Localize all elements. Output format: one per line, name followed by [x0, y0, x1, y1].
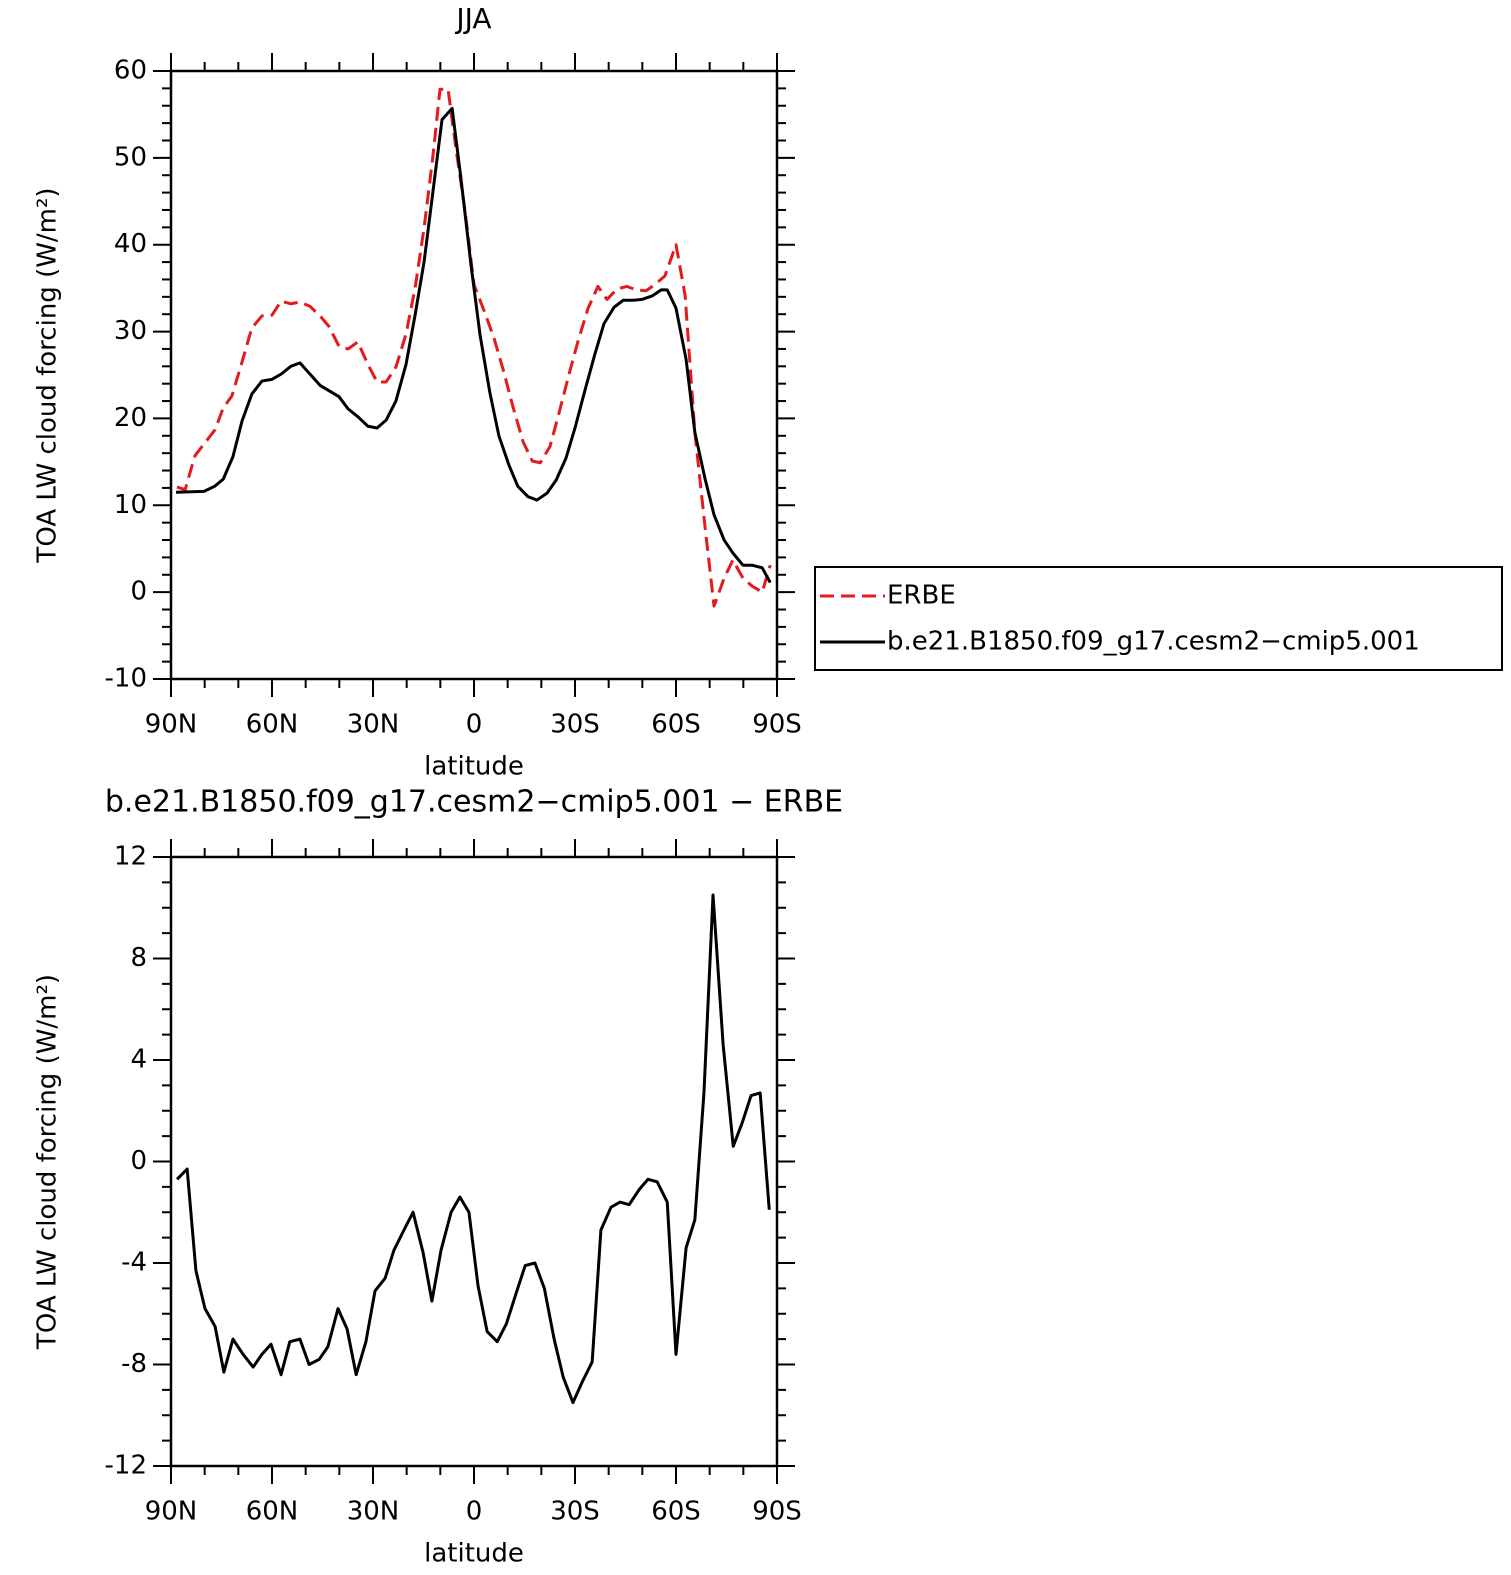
x-tick-label: 0 [466, 710, 483, 740]
legend-label: b.e21.B1850.f09_g17.cesm2−cmip5.001 [887, 627, 1420, 657]
y-tick-label: -12 [105, 1451, 147, 1481]
y-tick-label: 50 [114, 142, 147, 172]
x-tick-label: 30N [347, 1497, 400, 1527]
x-tick-label: 60S [651, 1497, 701, 1527]
y-tick-label: -10 [105, 664, 147, 694]
x-tick-label: 90N [145, 710, 198, 740]
data-line [176, 106, 772, 584]
x-tick-label: 30S [550, 1497, 600, 1527]
y-tick-label: 20 [114, 403, 147, 433]
y-tick-label: 40 [114, 229, 147, 259]
data-line [175, 893, 771, 1405]
legend-box [814, 566, 1503, 671]
x-tick-label: 30N [347, 710, 400, 740]
y-tick-label: -8 [121, 1349, 147, 1379]
chart-title: b.e21.B1850.f09_g17.cesm2−cmip5.001 − ER… [105, 785, 843, 820]
x-axis-label: latitude [424, 752, 524, 782]
chart-title: JJA [454, 2, 491, 35]
y-tick-label: 60 [114, 56, 147, 86]
data-line [176, 87, 772, 608]
y-tick-label: 10 [114, 490, 147, 520]
plot-frame [169, 855, 779, 1468]
legend-label: ERBE [887, 581, 956, 611]
x-tick-label: 60N [246, 710, 299, 740]
x-tick-label: 90S [752, 1497, 802, 1527]
y-tick-label: 0 [130, 577, 147, 607]
x-tick-label: 60N [246, 1497, 299, 1527]
y-tick-label: 30 [114, 316, 147, 346]
x-tick-label: 0 [466, 1497, 483, 1527]
y-tick-label: -4 [121, 1248, 147, 1278]
y-tick-label: 4 [130, 1045, 147, 1075]
y-axis-label: TOA LW cloud forcing (W/m²) [33, 187, 63, 563]
x-axis-label: latitude [424, 1539, 524, 1569]
x-tick-label: 90N [145, 1497, 198, 1527]
x-tick-label: 30S [550, 710, 600, 740]
y-tick-label: 8 [130, 943, 147, 973]
x-tick-label: 60S [651, 710, 701, 740]
x-tick-label: 90S [752, 710, 802, 740]
y-axis-label: TOA LW cloud forcing (W/m²) [33, 974, 63, 1350]
y-tick-label: 12 [114, 842, 147, 872]
plot-frame [169, 69, 779, 681]
y-tick-label: 0 [130, 1146, 147, 1176]
